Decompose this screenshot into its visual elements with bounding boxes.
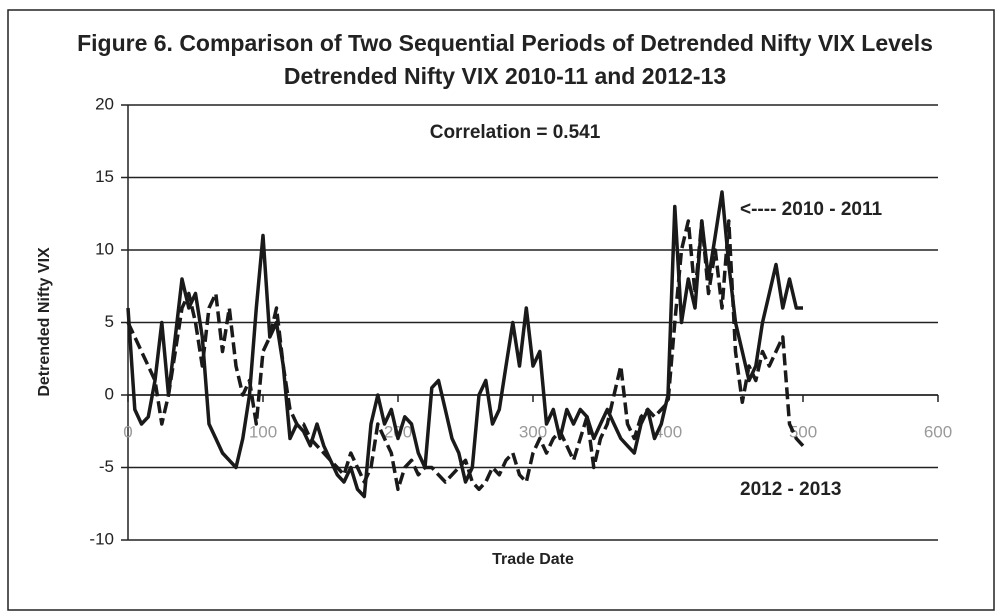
line-series: [126, 190, 803, 499]
y-tick-label: 10: [95, 239, 114, 258]
y-axis-label: Detrended Nifty VIX: [36, 247, 53, 397]
chart-title: Figure 6. Comparison of Two Sequential P…: [77, 30, 933, 56]
frame: [7, 9, 995, 611]
series-label: 2012 - 2013: [740, 479, 841, 500]
series-label: <---- 2010 - 2011: [740, 199, 882, 220]
y-tick-label: 0: [105, 384, 114, 403]
y-tick-label: 5: [105, 312, 114, 331]
y-tick-label: -5: [99, 457, 114, 476]
x-axis-label: Trade Date: [492, 551, 574, 568]
x-tick-label: 600: [924, 422, 952, 441]
x-tick-label: 300: [519, 422, 547, 441]
x-tick-label: 0: [123, 422, 132, 441]
y-tick-label: 15: [95, 167, 114, 186]
line-series: [126, 219, 805, 492]
x-tick-label: 100: [249, 422, 277, 441]
chart-subtitle: Detrended Nifty VIX 2010-11 and 2012-13: [284, 63, 726, 89]
y-tick-label: -10: [89, 529, 114, 548]
annotation: Correlation = 0.541: [430, 122, 601, 143]
y-tick-label: 20: [95, 94, 114, 113]
